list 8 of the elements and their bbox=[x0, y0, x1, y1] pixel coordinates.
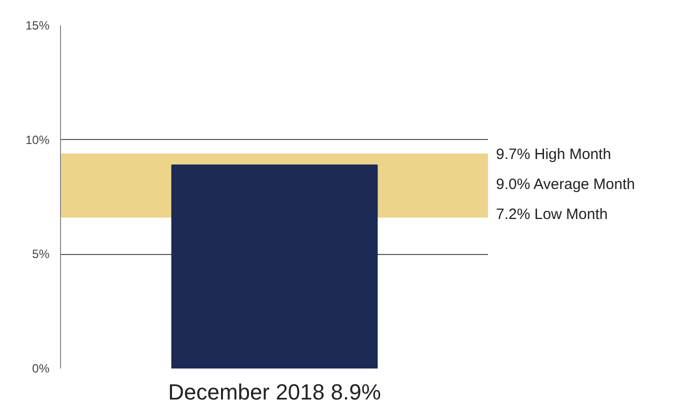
text: 9.7% High Month bbox=[496, 145, 612, 165]
y-tick-label: 5% bbox=[32, 247, 50, 262]
text: 9.0% Average Month bbox=[496, 175, 635, 195]
x-tick-label: December 2018 8.9% bbox=[168, 380, 381, 404]
y-tick-label: 10% bbox=[25, 132, 50, 147]
y-tick-label: 0% bbox=[32, 362, 50, 376]
text: 7.2% Low Month bbox=[496, 205, 609, 225]
y-tick-label: 15% bbox=[25, 18, 50, 32]
